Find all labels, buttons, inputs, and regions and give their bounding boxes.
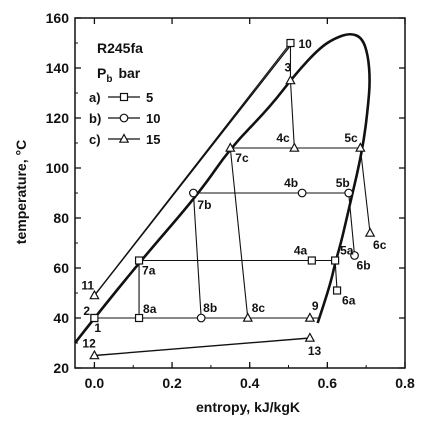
cycle-line bbox=[192, 192, 202, 319]
point-label-1: 1 bbox=[94, 321, 101, 335]
pb-sub: b bbox=[106, 74, 112, 85]
marker-13 bbox=[304, 332, 316, 342]
point-label-6c: 6c bbox=[373, 238, 387, 252]
fluid-label: R245fa bbox=[97, 40, 143, 56]
x-tick-label: 0.8 bbox=[395, 375, 415, 391]
curves bbox=[75, 32, 371, 357]
point-label-7c: 7c bbox=[235, 151, 249, 165]
point-label-5a: 5a bbox=[340, 244, 354, 258]
marker-6a bbox=[332, 286, 342, 295]
point-label-7b: 7b bbox=[197, 198, 211, 212]
y-tick-label: 140 bbox=[46, 60, 70, 76]
legend-marker-square bbox=[119, 92, 129, 102]
marker-4b bbox=[297, 188, 307, 198]
legend-marker-circle bbox=[119, 113, 129, 123]
legend-label: 5 bbox=[146, 90, 153, 105]
pump-line bbox=[94, 337, 310, 357]
marker-4c bbox=[289, 142, 300, 152]
marker-5b bbox=[344, 188, 354, 198]
y-tick-label: 160 bbox=[46, 10, 70, 26]
pb-label: Pb bar bbox=[97, 65, 141, 85]
marker-10 bbox=[286, 38, 295, 48]
y-tick-label: 120 bbox=[46, 110, 70, 126]
point-label-6b: 6b bbox=[357, 259, 371, 273]
axes: 0.0 0.2 0.4 0.6 0.8 20 40 60 80 100 120 140 160 bbox=[46, 10, 415, 391]
point-label-12: 12 bbox=[82, 337, 96, 351]
y-tick-label: 80 bbox=[53, 210, 69, 226]
point-label-5c: 5c bbox=[344, 131, 358, 145]
point-label-5b: 5b bbox=[336, 176, 350, 190]
saturation-dome bbox=[75, 32, 371, 344]
y-axis-label: temperature, °C bbox=[13, 140, 29, 244]
x-tick-label: 0.4 bbox=[240, 375, 260, 391]
cycle-line bbox=[93, 42, 291, 296]
cycle-line bbox=[359, 147, 371, 234]
point-label-7a: 7a bbox=[142, 264, 156, 278]
cycle-line bbox=[229, 147, 249, 319]
point-label-8c: 8c bbox=[252, 301, 266, 315]
cycle-line bbox=[348, 192, 356, 256]
point-label-9: 9 bbox=[312, 299, 319, 313]
marker-11 bbox=[89, 289, 100, 300]
marker-9 bbox=[304, 312, 316, 322]
legend-prefix: b) bbox=[89, 111, 101, 126]
point-label-11: 11 bbox=[81, 279, 94, 293]
marker-8b bbox=[196, 313, 206, 323]
x-tick-label: 0.6 bbox=[318, 375, 338, 391]
y-tick-label: 100 bbox=[46, 160, 70, 176]
marker-8a bbox=[134, 313, 144, 323]
point-label-6a: 6a bbox=[342, 294, 356, 308]
point-label-13: 13 bbox=[308, 344, 322, 358]
marker-7a bbox=[134, 256, 144, 265]
legend-prefix: c) bbox=[89, 132, 101, 147]
legend: a) 5 b) 10 c) 15 bbox=[89, 90, 160, 147]
x-axis-label: entropy, kJ/kgK bbox=[196, 399, 300, 415]
x-tick-label: 0.2 bbox=[162, 375, 182, 391]
marker-3 bbox=[285, 74, 296, 85]
x-tick-label: 0.0 bbox=[85, 375, 105, 391]
annotations: R245fa Pb bar bbox=[97, 40, 143, 85]
marker-5a bbox=[331, 256, 340, 265]
marker-4a bbox=[307, 256, 316, 265]
marker-7b bbox=[189, 188, 198, 198]
point-label-10: 10 bbox=[298, 37, 312, 51]
legend-prefix: a) bbox=[89, 90, 101, 105]
marker-6b bbox=[350, 251, 359, 260]
y-tick-label: 60 bbox=[53, 260, 69, 276]
legend-label: 15 bbox=[146, 132, 160, 147]
y-tick-label: 20 bbox=[53, 360, 69, 376]
legend-marker-triangle bbox=[118, 133, 130, 143]
data-marks bbox=[89, 38, 376, 360]
pb-main: P bbox=[97, 65, 106, 81]
point-label-8b: 8b bbox=[203, 301, 217, 315]
marker-5c bbox=[355, 142, 366, 152]
marker-7c bbox=[225, 142, 236, 152]
marker-8c bbox=[242, 312, 253, 322]
y-tick-label: 40 bbox=[53, 310, 69, 326]
cycle-line bbox=[334, 260, 338, 291]
point-label-4a: 4a bbox=[294, 244, 308, 258]
cycle-line bbox=[289, 80, 295, 149]
point-label-2: 2 bbox=[83, 304, 90, 318]
point-label-4c: 4c bbox=[276, 131, 290, 145]
point-label-4b: 4b bbox=[284, 176, 298, 190]
pb-unit: bar bbox=[118, 65, 140, 81]
marker-2 bbox=[90, 313, 99, 323]
marker-6c bbox=[364, 227, 376, 237]
point-label-8a: 8a bbox=[143, 302, 157, 316]
marker-12 bbox=[89, 349, 100, 360]
legend-label: 10 bbox=[146, 111, 160, 126]
point-label-3: 3 bbox=[284, 61, 291, 75]
